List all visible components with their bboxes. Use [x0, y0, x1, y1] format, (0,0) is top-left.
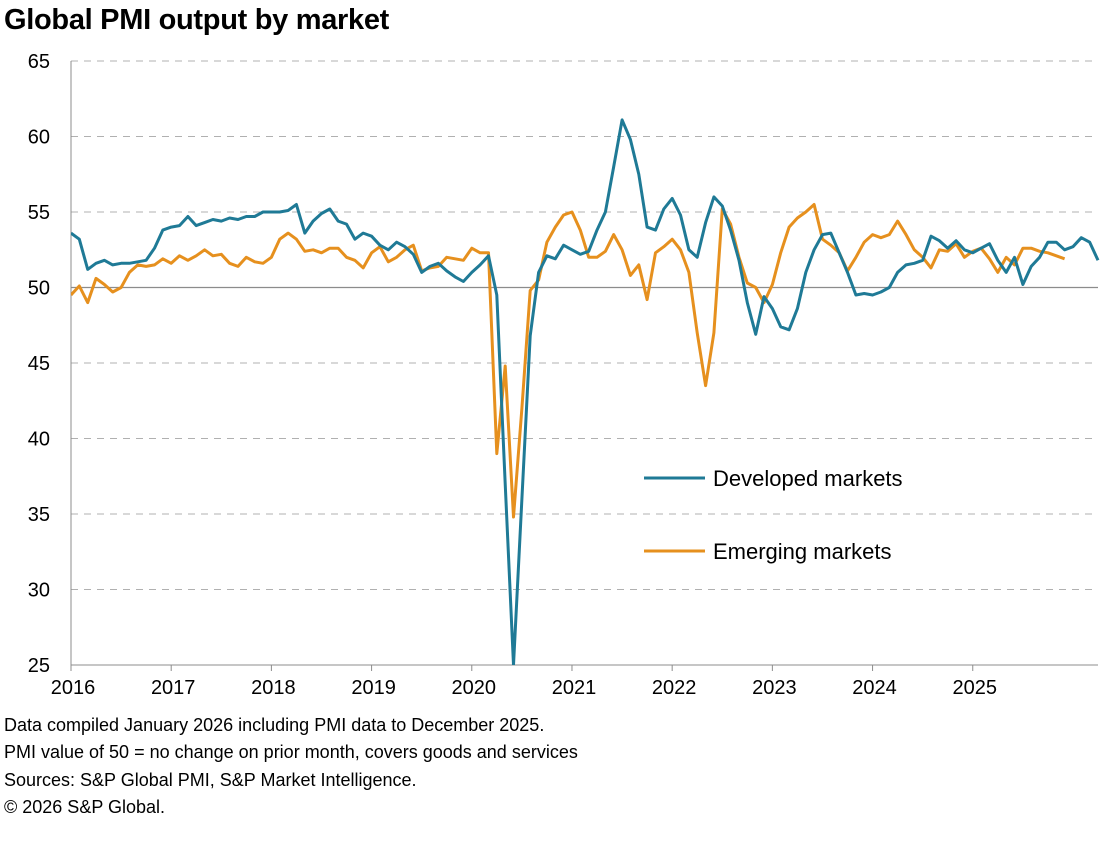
footnote-data-compiled: Data compiled January 2026 including PMI…: [4, 715, 545, 735]
footnote-pmi-definition: PMI value of 50 = no change on prior mon…: [4, 742, 578, 763]
y-tick-label-55: 55: [28, 202, 50, 224]
footnote-sources: Sources: S&P Global PMI, S&P Market Inte…: [4, 769, 417, 790]
y-tick-label-65: 65: [28, 51, 50, 73]
x-tick-label-2019: 2019: [351, 677, 396, 699]
footnotes: Data compiled January 2026 including PMI…: [4, 712, 578, 821]
y-tick-label-40: 40: [28, 429, 50, 451]
pmi-line-chart: 25 30 35 40 45 50 55 60 65 2016 2017 2018 2019 2020 20…: [28, 51, 1100, 699]
x-tick-label-2017: 2017: [151, 677, 196, 699]
y-tick-label-60: 60: [28, 127, 50, 149]
x-tick-label-2018: 2018: [251, 677, 296, 699]
chart-title: Global PMI output by market: [4, 4, 390, 36]
x-tick-label-2020: 2020: [452, 677, 497, 699]
footnote-copyright: © 2026 S&P Global.: [4, 796, 166, 817]
series-line-emerging-markets: [71, 203, 1066, 519]
x-tick-label-2022: 2022: [652, 677, 697, 699]
x-tick-label-2025: 2025: [953, 677, 998, 699]
x-tick-label-2023: 2023: [752, 677, 797, 699]
x-tick-label-2021: 2021: [552, 677, 597, 699]
x-tick-label-2016: 2016: [51, 677, 96, 699]
y-tick-label-25: 25: [28, 655, 50, 677]
x-tick-label-2024: 2024: [852, 677, 897, 699]
series-line-developed-markets: [71, 118, 1100, 665]
legend-label-emerging-markets: Emerging markets: [713, 539, 892, 564]
y-tick-label-45: 45: [28, 353, 50, 375]
y-tick-label-30: 30: [28, 580, 50, 602]
y-tick-label-50: 50: [28, 278, 50, 300]
y-tick-label-35: 35: [28, 504, 50, 526]
legend-label-developed-markets: Developed markets: [713, 466, 903, 491]
